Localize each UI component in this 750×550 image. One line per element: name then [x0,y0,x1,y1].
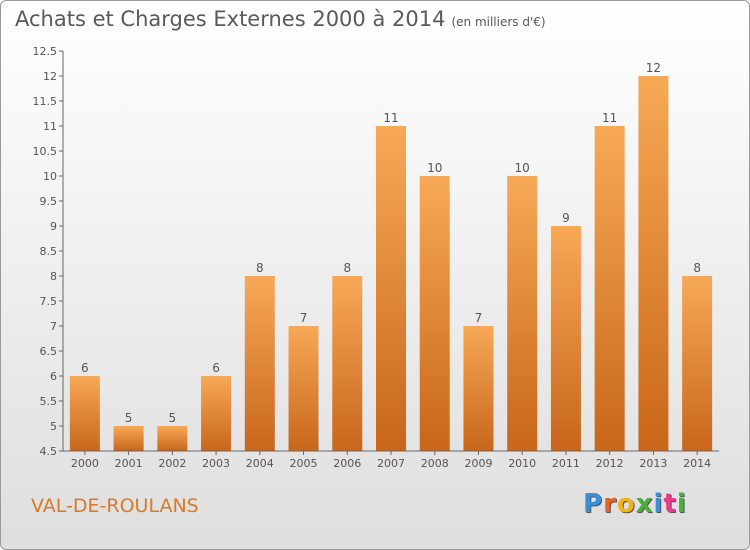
y-axis: 4.5 5 5.5 6 6.5 7 7.5 8 8.5 9 9.5 10 10.5 11 11.5 12 12.… [33,45,64,458]
chart-subtitle: (en milliers d'€) [451,15,546,29]
bar-2013 [638,76,669,451]
y-tick-label: 10.5 [33,145,58,158]
y-tick-label: 12 [43,70,57,83]
y-tick-label: 9.5 [40,195,58,208]
x-tick-label-2002: 2002 [158,457,186,470]
bar-2010 [507,176,538,451]
y-tick-label: 11.5 [33,95,58,108]
value-label-2010: 10 [515,161,530,175]
bar-2001 [113,426,144,451]
bar-2014 [682,276,713,451]
x-tick-label-2000: 2000 [71,457,99,470]
bar-2002 [157,426,188,451]
y-tick-label: 9 [50,220,57,233]
logo-letter: r [603,489,617,519]
value-label-2002: 5 [169,411,177,425]
logo-letter: o [616,489,636,519]
x-tick-label-2008: 2008 [421,457,449,470]
value-label-2003: 6 [212,361,220,375]
x-axis: 2000 2001 2002 2003 2004 2005 2006 2007 2008 2009… [63,450,719,470]
bar-2003 [201,376,232,451]
y-tick-label: 4.5 [40,445,58,458]
x-tick-label-2006: 2006 [333,457,361,470]
x-tick-label-2009: 2009 [464,457,492,470]
chart-title: Achats et Charges Externes 2000 à 2014 (e… [15,7,546,31]
logo-letter: x [635,489,654,519]
bar-2009 [463,326,494,451]
bar-2008 [419,176,450,451]
value-label-2001: 5 [125,411,133,425]
bar-2007 [376,126,406,451]
value-label-2007: 11 [383,111,398,125]
value-label-2006: 8 [343,261,351,275]
y-tick-label: 7 [50,320,57,333]
value-label-2014: 8 [693,261,701,275]
y-tick-label: 8 [50,270,57,283]
x-tick-label-2011: 2011 [552,457,580,470]
x-tick-label-2010: 2010 [508,457,536,470]
bar-2000 [69,376,100,451]
y-tick-label: 6.5 [40,345,58,358]
x-tick-label-2012: 2012 [596,457,624,470]
y-tick-label: 6 [50,370,57,383]
value-label-2004: 8 [256,261,264,275]
value-label-2000: 6 [81,361,89,375]
logo-letter: P [583,489,604,519]
value-label-2005: 7 [300,311,308,325]
bar-2011 [550,226,581,451]
y-tick-label: 7.5 [40,295,58,308]
chart-title-text: Achats et Charges Externes 2000 à 2014 [15,7,446,31]
value-label-2013: 12 [646,61,661,75]
x-tick-label-2005: 2005 [290,457,318,470]
bar-2006 [332,276,363,451]
y-tick-label: 5 [50,420,57,433]
bar-2005 [288,326,319,451]
logo-letter: t [663,489,677,519]
y-tick-label: 10 [43,170,57,183]
logo-letter: i [676,489,687,519]
x-tick-label-2001: 2001 [115,457,143,470]
proxiti-logo: Proxiti [583,489,687,519]
bar-2004 [244,276,275,451]
place-name: VAL-DE-ROULANS [31,495,199,517]
x-tick-label-2003: 2003 [202,457,230,470]
logo-letter: i [653,489,664,519]
x-tick-label-2013: 2013 [639,457,667,470]
value-label-2008: 10 [427,161,442,175]
value-label-2009: 7 [475,311,483,325]
bar-2012 [594,126,625,451]
y-tick-label: 12.5 [33,45,58,58]
y-tick-label: 5.5 [40,395,58,408]
x-tick-label-2014: 2014 [683,457,711,470]
y-tick-label: 8.5 [40,245,58,258]
value-label-2011: 9 [562,211,570,225]
x-tick-label-2007: 2007 [377,457,405,470]
y-tick-label: 11 [43,120,57,133]
bars-group: 6 5 5 6 8 7 8 11 10 7 10 9 11 12 8 [69,61,713,451]
x-tick-label-2004: 2004 [246,457,274,470]
value-label-2012: 11 [602,111,617,125]
